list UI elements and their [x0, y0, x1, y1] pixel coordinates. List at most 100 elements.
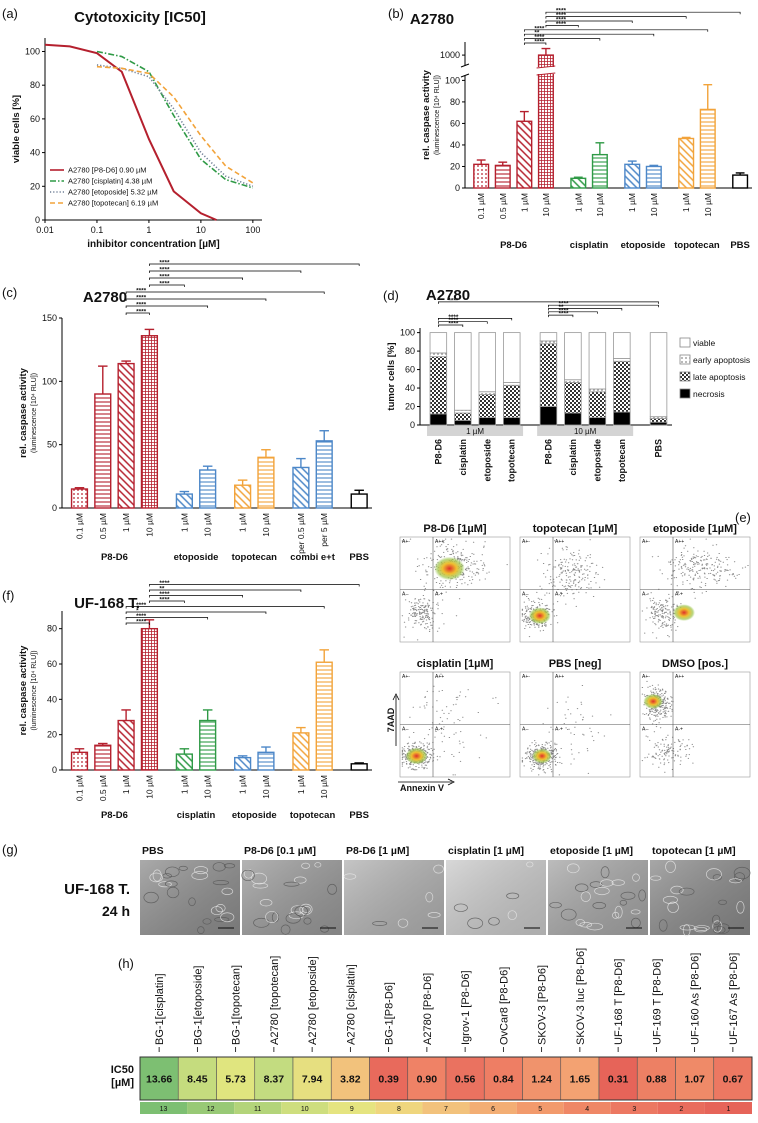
y-tick-label: 60 [47, 659, 57, 669]
heat-cell [598, 1056, 638, 1101]
scale-segment [704, 1102, 752, 1114]
legend-label: A2780 [cisplatin] 4.38 µM [68, 177, 152, 186]
bar-segment [429, 356, 448, 415]
significance-bracket [149, 589, 302, 592]
quadrant-label: A++ [675, 539, 684, 545]
cell-shape [667, 901, 679, 913]
column-label: A2780 [etoposide] [307, 956, 319, 1045]
significance-bracket [545, 20, 633, 23]
bar [94, 744, 112, 771]
quadrant-label: A-+ [675, 727, 683, 733]
cell-shape [586, 922, 604, 931]
cell-value: 13.66 [146, 1074, 172, 1086]
bar [516, 120, 533, 189]
cell-shape [630, 909, 641, 915]
bar [70, 488, 89, 509]
x-tick-label: 10 µM [261, 513, 271, 537]
significance-bracket [125, 312, 150, 315]
time-label: 24 h [102, 903, 130, 919]
density-core [673, 604, 695, 621]
bar-segment [503, 417, 521, 426]
x-tick-label: 0.1 [91, 225, 104, 235]
cell-shape [143, 891, 159, 904]
significance-bracket [523, 38, 601, 41]
cell-shape [152, 869, 162, 882]
legend-swatch [679, 371, 691, 382]
significance-label: **** [136, 619, 147, 626]
scale-segment [187, 1102, 235, 1114]
legend-label: early apoptosis [693, 355, 750, 365]
bar-segment [649, 332, 668, 418]
y-tick-label: 20 [405, 402, 415, 412]
density-core [434, 556, 465, 581]
y-tick-label: 80 [405, 346, 415, 356]
bar-segment [429, 352, 448, 358]
cell-shape [210, 906, 223, 916]
cell-shape [507, 910, 517, 921]
x-tick-label: 0.1 µM [476, 193, 486, 219]
y-tick-label: 60 [405, 365, 415, 375]
cell-shape [580, 891, 591, 902]
y-tick-label: 0 [410, 420, 415, 430]
x-tick-label: 10 µM [319, 775, 329, 799]
chart-title: A2780 [83, 289, 127, 306]
quadrant-label: A+- [522, 539, 530, 545]
x-tick-label: 1 µM [179, 775, 189, 794]
bar-segment [588, 417, 607, 426]
cell-shape [288, 911, 304, 920]
cell-shape [736, 901, 745, 914]
image-label: P8-D6 [1 µM] [346, 845, 409, 857]
significance-label: * [136, 608, 139, 615]
x-tick-label: 10 µM [649, 193, 659, 217]
cell-shape [327, 883, 338, 895]
quadrant-label: A-- [642, 727, 649, 733]
y-tick-label: 100 [400, 328, 415, 338]
cell-shape [197, 926, 205, 935]
significance-bracket [149, 584, 360, 587]
bar-segment [564, 332, 582, 381]
cell-shape [425, 892, 434, 903]
scale-label: 2 [679, 1106, 683, 1113]
bar [175, 493, 193, 509]
column-label: SKOV-3 luc [P8-D6] [575, 948, 587, 1045]
y-tick-label: 20 [30, 181, 40, 191]
heat-cell [483, 1056, 523, 1101]
legend-label: late apoptosis [693, 372, 745, 382]
scale-label: 10 [301, 1106, 309, 1113]
bar [257, 751, 275, 771]
cell-shape [178, 865, 188, 871]
significance-bracket [125, 611, 267, 614]
cell-shape [193, 866, 209, 875]
significance-bracket [438, 301, 659, 304]
bar-segment [503, 384, 521, 419]
cell-shape [594, 886, 610, 896]
quadrant-label: A+- [402, 674, 410, 680]
bar [117, 362, 135, 509]
column-label: A2780 [cisplatin] [345, 964, 357, 1045]
cell-shape [343, 873, 357, 880]
heat-cell [522, 1056, 562, 1101]
scale-segment [516, 1102, 564, 1114]
cell-shape [650, 875, 662, 881]
plot-title: etoposide [1µM] [653, 523, 737, 535]
bar [234, 756, 252, 771]
quadrant-label: A++ [555, 539, 564, 545]
plot-title: cisplatin [1µM] [417, 658, 494, 670]
bar-segment [429, 332, 448, 354]
significance-label: **** [534, 25, 545, 32]
x-axis-label: Annexin V [400, 783, 444, 793]
group-label: PBS [349, 810, 369, 821]
group-label: topotecan [290, 810, 336, 821]
axis-break-gap [536, 67, 556, 74]
x-tick-label: cisplatin [458, 439, 468, 476]
cell-value: 8.37 [264, 1074, 285, 1086]
scale-segment [375, 1102, 423, 1114]
series-line [44, 43, 217, 221]
significance-label: **** [556, 21, 567, 28]
y-tick-label: 80 [450, 97, 460, 107]
cell-value: 0.56 [455, 1074, 476, 1086]
cell-shape [734, 872, 745, 882]
x-axis-label: inhibitor concentration [µM] [87, 239, 219, 250]
cell-value: 0.39 [378, 1074, 399, 1086]
y-tick-label: 0 [52, 503, 57, 513]
